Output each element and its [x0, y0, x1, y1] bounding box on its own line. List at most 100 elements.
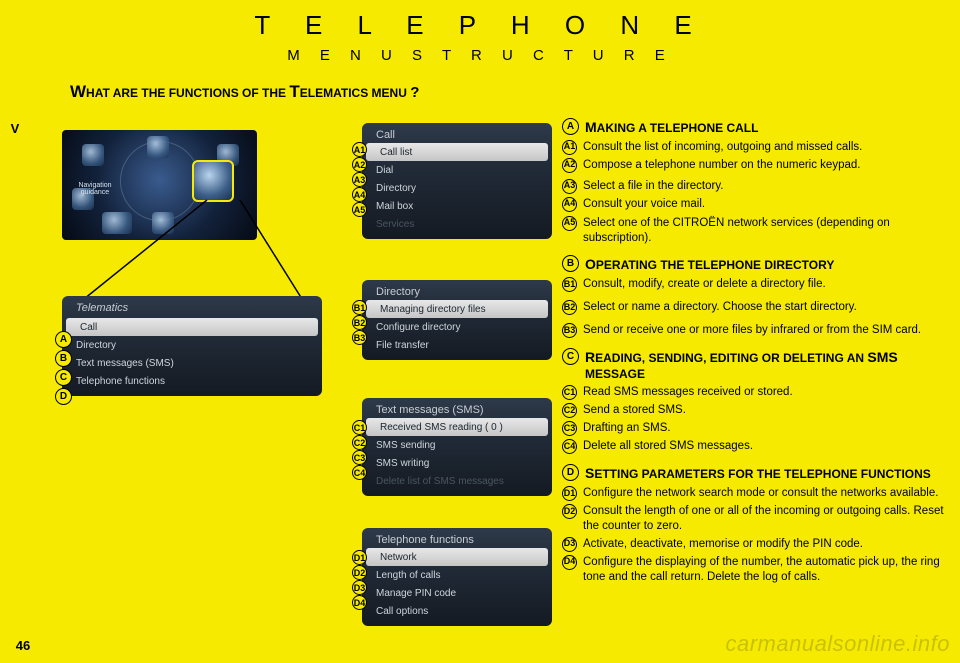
desc-c2: C2Send a stored SMS.	[562, 403, 957, 418]
submenu-row[interactable]: Network	[366, 548, 548, 566]
telematics-title: Telematics	[62, 300, 322, 318]
page-number: 46	[8, 635, 38, 657]
submenu-row[interactable]: Configure directory	[362, 318, 552, 336]
desc-text: Consult the length of one or all of the …	[583, 504, 957, 534]
badge-d4: D4	[562, 555, 577, 570]
desc-a3: A3Select a file in the directory.	[562, 179, 957, 194]
badge-a2: A2	[562, 158, 577, 173]
desc-text: Compose a telephone number on the numeri…	[583, 158, 957, 173]
badge-c1: C1	[352, 420, 367, 435]
submenu-row-label: Length of calls	[376, 570, 546, 581]
desc-text: Activate, deactivate, memorise or modify…	[583, 537, 957, 552]
badge-b3: B3	[352, 330, 367, 345]
desc-text: Send a stored SMS.	[583, 403, 957, 418]
menu-row-call[interactable]: Call	[66, 318, 318, 336]
submenu-row[interactable]: Manage PIN code	[362, 584, 552, 602]
badge-a: A	[55, 331, 72, 348]
description-column: A MAKING A TELEPHONE CALL A1 Consult the …	[562, 118, 957, 588]
submenu-row[interactable]: Mail box	[362, 197, 552, 215]
badge-a5: A5	[562, 216, 577, 231]
desc-text: Select a file in the directory.	[583, 179, 957, 194]
submenu-title: Call	[362, 127, 552, 143]
menu-row-label: Directory	[76, 340, 316, 351]
submenu-row[interactable]: Call options	[362, 602, 552, 620]
submenu-row[interactable]: Received SMS reading ( 0 )	[366, 418, 548, 436]
desc-a5: A5 Select one of the CITROËN network serv…	[562, 216, 957, 246]
submenu-row-label: Managing directory files	[380, 304, 542, 315]
badge-b1: B1	[352, 300, 367, 315]
telematics-badges: A B C D	[55, 331, 72, 405]
badge-d3: D3	[562, 537, 577, 552]
section-c-heading: C READING, SENDING, EDITING OR DELETING …	[562, 348, 957, 382]
badge-d1: D1	[352, 550, 367, 565]
submenu-row[interactable]: File transfer	[362, 336, 552, 354]
desc-a2: A2 Compose a telephone number on the nume…	[562, 158, 957, 173]
badge-a3: A3	[352, 172, 367, 187]
menu-row-sms[interactable]: Text messages (SMS)	[62, 354, 322, 372]
badge-a1: A1	[562, 140, 577, 155]
section-a-heading: A MAKING A TELEPHONE CALL	[562, 118, 957, 137]
content-area: Navigation guidance Telematics Call Dire…	[62, 118, 942, 648]
submenu-row-label: SMS sending	[376, 440, 546, 451]
desc-b1: B1Consult, modify, create or delete a di…	[562, 277, 957, 292]
section-d-heading: D SETTING PARAMETERS FOR THE TELEPHONE F…	[562, 464, 957, 483]
desc-d2: D2 Consult the length of one or all of th…	[562, 504, 957, 534]
badge-a2: A2	[352, 157, 367, 172]
submenu-row-label: Directory	[376, 183, 546, 194]
desc-c4: C4Delete all stored SMS messages.	[562, 439, 957, 454]
screenshot-directory-submenu: Directory Managing directory files Confi…	[362, 280, 552, 360]
badge-a1: A1	[352, 142, 367, 157]
section-tab: V	[0, 118, 30, 140]
badge-b: B	[562, 255, 579, 272]
submenu-row-label: Configure directory	[376, 322, 546, 333]
submenu-row[interactable]: Length of calls	[362, 566, 552, 584]
desc-text: Select one of the CITROËN network servic…	[583, 216, 957, 246]
badge-d2: D2	[562, 504, 577, 519]
submenu-row[interactable]: Dial	[362, 161, 552, 179]
submenu-row[interactable]: Managing directory files	[366, 300, 548, 318]
submenu-title: Directory	[362, 284, 552, 300]
desc-d4: D4Configure the displaying of the number…	[562, 555, 957, 585]
badge-c3: C3	[352, 450, 367, 465]
submenu-row[interactable]: SMS sending	[362, 436, 552, 454]
menu-row-directory[interactable]: Directory	[62, 336, 322, 354]
sms-badges: C1 C2 C3 C4	[352, 420, 367, 480]
directory-badges: B1 B2 B3	[352, 300, 367, 345]
submenu-row[interactable]: SMS writing	[362, 454, 552, 472]
desc-text: Consult the list of incoming, outgoing a…	[583, 140, 957, 155]
submenu-row-label: Network	[380, 552, 542, 563]
menu-row-label: Call	[80, 322, 312, 333]
submenu-row[interactable]: Delete list of SMS messages	[362, 472, 552, 490]
submenu-row[interactable]: Directory	[362, 179, 552, 197]
submenu-row[interactable]: Services	[362, 215, 552, 233]
badge-b3: B3	[562, 323, 577, 338]
submenu-row-label: Delete list of SMS messages	[376, 476, 546, 487]
badge-c2: C2	[352, 435, 367, 450]
badge-d2: D2	[352, 565, 367, 580]
submenu-title: Telephone functions	[362, 532, 552, 548]
badge-c4: C4	[562, 439, 577, 454]
screenshot-sms-submenu: Text messages (SMS) Received SMS reading…	[362, 398, 552, 496]
func-badges: D1 D2 D3 D4	[352, 550, 367, 610]
desc-text: Send or receive one or more files by inf…	[583, 323, 957, 338]
menu-row-telephone-functions[interactable]: Telephone functions	[62, 372, 322, 390]
submenu-row-label: Services	[376, 219, 546, 230]
desc-text: Drafting an SMS.	[583, 421, 957, 436]
desc-d3: D3 Activate, deactivate, memorise or modi…	[562, 537, 957, 552]
badge-c: C	[562, 348, 579, 365]
desc-c3: C3Drafting an SMS.	[562, 421, 957, 436]
submenu-row[interactable]: Call list	[366, 143, 548, 161]
nav-label: Navigation guidance	[72, 182, 118, 196]
badge-b: B	[55, 350, 72, 367]
badge-c: C	[55, 369, 72, 386]
call-badges: A1 A2 A3 A4 A5	[352, 142, 367, 217]
desc-c1: C1Read SMS messages received or stored.	[562, 385, 957, 400]
desc-text: Configure the network search mode or con…	[583, 486, 957, 501]
desc-text: Consult your voice mail.	[583, 197, 957, 212]
badge-d1: D1	[562, 486, 577, 501]
submenu-row-label: Mail box	[376, 201, 546, 212]
screenshot-func-submenu: Telephone functions Network Length of ca…	[362, 528, 552, 626]
submenu-row-label: File transfer	[376, 340, 546, 351]
page-subtitle: M E N U S T R U C T U R E	[0, 47, 960, 64]
badge-d: D	[562, 464, 579, 481]
